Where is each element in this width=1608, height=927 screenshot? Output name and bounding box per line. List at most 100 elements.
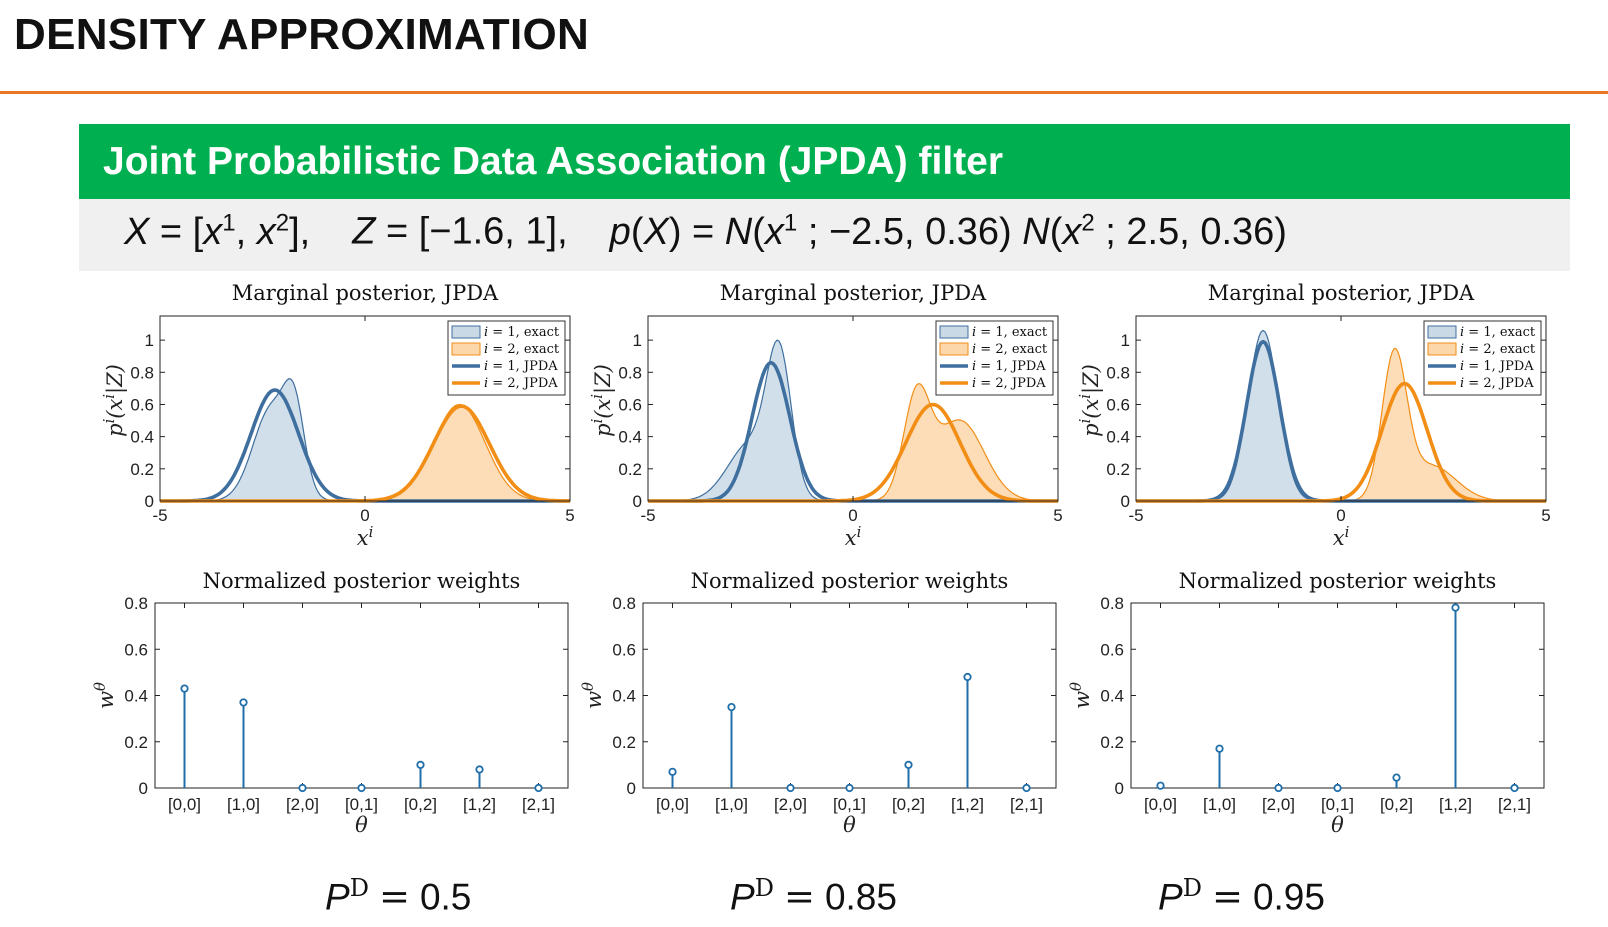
pd-label-1: PD = 0.5 [325,874,472,919]
stem-marker [845,783,854,793]
x-axis-label: xi [357,524,374,551]
weights-chart-3: Normalized posterior weights 0 0.2 0.4 0.6 0.… [1068,569,1545,837]
weights-chart-2: Normalized posterior weights 0 0.2 0.4 0.6 0.… [580,569,1057,837]
legend-entry: i = 2, exact [972,342,1048,357]
stem-marker [1274,783,1283,793]
legend-entry: i = 1, exact [972,325,1048,340]
y-tick-label: 0.8 [124,594,148,613]
stem-marker [1333,783,1342,793]
x-tick-label: [0,1] [1321,795,1354,814]
x-tick-label: 0 [360,506,369,525]
legend-entry: i = 1, JPDA [972,359,1046,374]
y-tick-label: 0.2 [1106,460,1130,479]
pd-label-3: PD = 0.95 [1158,874,1325,919]
y-tick-label: 0.6 [1100,640,1124,659]
chart-title: Normalized posterior weights [203,569,521,593]
y-tick-label: 0.6 [124,640,148,659]
stem-marker [475,765,484,774]
x-tick-label: [1,2] [1439,795,1472,814]
stem-marker [357,783,366,793]
chart-title: Marginal posterior, JPDA [232,281,499,305]
formula-prior-def: p(X) = N(x1 ; −2.5, 0.36) N(x2 ; 2.5, 0.… [609,209,1287,253]
x-axis-label: xi [1333,524,1350,551]
y-tick-label: 0.2 [618,460,642,479]
y-tick-label: 0.4 [612,687,636,706]
y-tick-label: 0.8 [130,363,154,382]
stem-marker [534,783,543,793]
x-tick-label: [0,2] [1380,795,1413,814]
x-tick-label: [2,1] [1010,795,1043,814]
y-axis-label: pi(xi|Z) [589,364,617,437]
formula-band: X = [x1, x2], Z = [−1.6, 1], p(X) = N(x1 ;… [79,199,1570,271]
block-header: Joint Probabilistic Data Association (JP… [79,124,1570,199]
y-tick-label: 0.6 [612,640,636,659]
stem-marker [239,698,248,707]
stem-marker [904,760,913,769]
stem-marker [1022,783,1031,793]
x-tick-label: [2,1] [522,795,555,814]
x-tick-label: [1,2] [463,795,496,814]
y-tick-label: 0.4 [130,428,154,447]
stem-marker [298,783,307,793]
x-tick-label: 5 [565,506,574,525]
x-axis-label: θ [1331,813,1344,837]
x-tick-label: [1,0] [227,795,260,814]
stem-marker [416,760,425,769]
stem-marker [963,672,972,682]
x-tick-label: [0,1] [345,795,378,814]
stem-marker [180,684,189,693]
stem-marker [1510,783,1519,793]
x-tick-label: 0 [848,506,857,525]
weights-chart-1: Normalized posterior weights 0 0.2 0.4 0.6 0.… [92,569,569,837]
y-tick-label: 0.8 [612,594,636,613]
y-tick-label: 0.6 [618,395,642,414]
legend: i = 1, exact i = 2, exact i = 1, JPDA i = 2… [1423,320,1542,396]
x-tick-label: [0,1] [833,795,866,814]
stem-marker [1156,781,1165,790]
x-tick-label: [1,0] [715,795,748,814]
y-tick-label: 0 [1115,779,1124,798]
formula-z-def: Z = [−1.6, 1], [352,210,568,253]
formula-x-def: X = [x1, x2], [124,209,311,253]
y-tick-label: 0.2 [1100,733,1124,752]
y-tick-label: 0.4 [618,428,642,447]
stem-marker [1451,603,1460,612]
pd-value: 0.5 [419,876,472,918]
pd-symbol: P [325,876,350,918]
title-rule [0,91,1608,94]
density-chart-1: Marginal posterior, JPDA 0 0.2 0.4 0.6 0.8 1 -5… [101,281,575,550]
slide-title: DENSITY APPROXIMATION [14,10,590,59]
x-tick-label: [0,0] [656,795,689,814]
stem-marker [727,702,736,712]
y-tick-label: 0.6 [130,395,154,414]
y-tick-label: 0.2 [130,460,154,479]
x-tick-label: [1,0] [1203,795,1236,814]
x-tick-label: 0 [1336,506,1345,525]
chart-title: Marginal posterior, JPDA [1208,281,1475,305]
legend-entry: i = 2, exact [484,342,560,357]
x-axis-label: xi [845,524,862,551]
x-tick-label: [2,0] [774,795,807,814]
x-tick-label: -5 [640,506,655,525]
y-tick-label: 0.8 [1106,363,1130,382]
chart-title: Marginal posterior, JPDA [720,281,987,305]
legend: i = 1, exact i = 2, exact i = 1, JPDA i = 2… [447,320,566,396]
x-tick-label: [2,0] [286,795,319,814]
pd-symbol: P [1158,876,1183,918]
chart-title: Normalized posterior weights [691,569,1009,593]
x-tick-label: -5 [1128,506,1143,525]
y-tick-label: 0.8 [1100,594,1124,613]
legend-swatch-area [451,342,481,356]
y-tick-label: 1 [1121,331,1130,350]
legend-entry: i = 1, JPDA [484,359,558,374]
y-tick-label: 1 [145,331,154,350]
legend-entry: i = 1, exact [484,325,560,340]
x-tick-label: [0,0] [168,795,201,814]
legend-entry: i = 2, JPDA [1460,376,1534,391]
stem-marker [668,767,677,776]
y-tick-label: 0.4 [124,687,148,706]
y-axis-label: wθ [580,682,607,709]
x-tick-label: -5 [152,506,167,525]
density-chart-2: Marginal posterior, JPDA 0 0.2 0.4 0.6 0.8 1 -5… [589,281,1063,550]
block-header-text: Joint Probabilistic Data Association (JP… [103,140,1004,183]
